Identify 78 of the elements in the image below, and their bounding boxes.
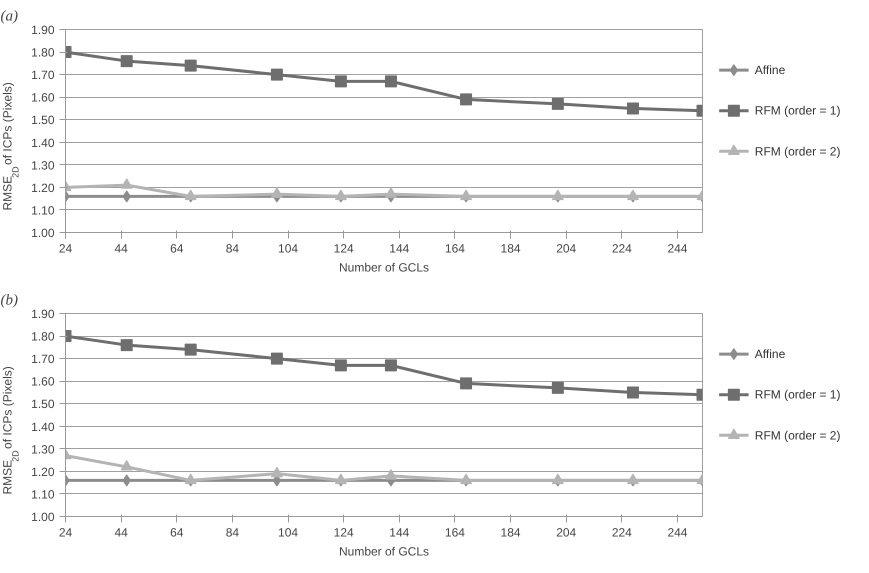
x-tick-label: 124 (334, 526, 354, 540)
y-tick-label: 1.30 (31, 442, 55, 456)
x-tick-label: 84 (226, 526, 240, 540)
x-tick-label: 84 (226, 242, 240, 256)
point (120, 460, 133, 471)
x-tick-label: 104 (278, 242, 298, 256)
x-tick-label: 24 (58, 242, 72, 256)
point (384, 75, 397, 88)
y-tick-label: 1.80 (31, 46, 55, 60)
y-tick-label: 1.70 (31, 352, 55, 366)
legend-label: Affine (754, 347, 786, 362)
y-tick-label: 1.50 (31, 113, 55, 128)
y-tick-label: 1.20 (31, 180, 55, 195)
point (270, 68, 283, 81)
legend-label: RFM (order = 2) (754, 428, 840, 442)
legend-label: RFM (order = 1) (754, 104, 840, 118)
y-axis-title: RMSE2D of ICPs (Pixels) (0, 366, 20, 494)
y-tick-label: 1.40 (31, 136, 55, 150)
legend-label: RFM (order = 1) (754, 388, 840, 402)
legend-label: RFM (order = 2) (754, 144, 840, 158)
y-tick-label: 1.10 (31, 487, 55, 502)
y-tick-label: 1.60 (31, 374, 55, 389)
y-tick-label: 1.00 (31, 226, 55, 240)
x-tick-label: 144 (389, 526, 410, 540)
point (120, 178, 133, 189)
legend-label: Affine (754, 63, 786, 78)
point (552, 98, 564, 110)
point (626, 386, 639, 398)
x-tick-label: 184 (500, 526, 521, 540)
y-tick-label: 1.60 (31, 90, 55, 105)
x-tick-label: 64 (170, 526, 184, 540)
y-tick-label: 1.80 (31, 330, 55, 344)
x-tick-label: 164 (444, 526, 466, 540)
x-tick-label: 244 (667, 526, 688, 540)
point (460, 93, 472, 106)
y-tick-label: 1.90 (31, 307, 55, 321)
x-tick-label: 184 (500, 242, 521, 256)
y-tick-label: 1.90 (31, 23, 55, 37)
x-tick-label: 104 (278, 526, 298, 540)
x-axis-title: Number of GCLs (338, 260, 430, 274)
y-tick-label: 1.00 (31, 510, 55, 524)
chart-title: (a) (0, 8, 18, 24)
x-tick-label: 24 (58, 526, 72, 540)
point (334, 359, 347, 372)
point (552, 382, 564, 394)
x-tick-label: 44 (114, 526, 128, 540)
x-tick-label: 144 (389, 242, 410, 256)
y-tick-label: 1.10 (31, 203, 55, 218)
x-tick-label: 124 (334, 242, 354, 256)
y-tick-label: 1.40 (31, 420, 55, 434)
y-tick-label: 1.20 (31, 464, 55, 479)
point (270, 187, 283, 198)
x-tick-label: 244 (667, 242, 688, 256)
x-tick-label: 204 (556, 526, 577, 540)
x-axis-title: Number of GCLs (338, 544, 430, 558)
y-tick-label: 1.50 (31, 397, 55, 412)
point (384, 359, 397, 372)
point (270, 466, 283, 478)
point (626, 102, 639, 114)
x-tick-label: 204 (556, 242, 577, 256)
y-tick-label: 1.70 (31, 68, 55, 82)
point (270, 352, 283, 365)
x-tick-label: 64 (170, 242, 184, 256)
point (184, 344, 197, 356)
x-tick-label: 224 (612, 526, 632, 540)
x-tick-label: 44 (114, 242, 128, 256)
point (334, 75, 347, 88)
point (460, 377, 472, 390)
y-tick-label: 1.30 (31, 158, 55, 172)
x-tick-label: 224 (612, 242, 632, 256)
point (184, 60, 197, 72)
x-tick-label: 164 (444, 242, 466, 256)
point (384, 187, 397, 198)
point (120, 55, 133, 68)
point (384, 469, 397, 480)
chart-title: (b) (0, 292, 18, 308)
point (120, 339, 133, 352)
y-axis-title: RMSE2D of ICPs (Pixels) (0, 82, 20, 210)
